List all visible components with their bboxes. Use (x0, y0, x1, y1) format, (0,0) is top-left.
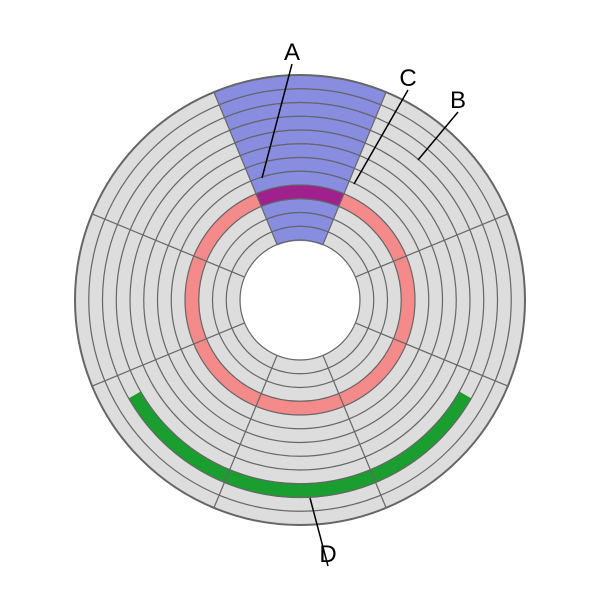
hub (241, 241, 359, 359)
label-a-label: A (284, 39, 300, 66)
label-c-label: C (399, 65, 416, 92)
disk-geometry-diagram: A C B D (0, 0, 600, 600)
label-b-label: B (450, 87, 466, 114)
label-d-label: D (319, 541, 336, 568)
